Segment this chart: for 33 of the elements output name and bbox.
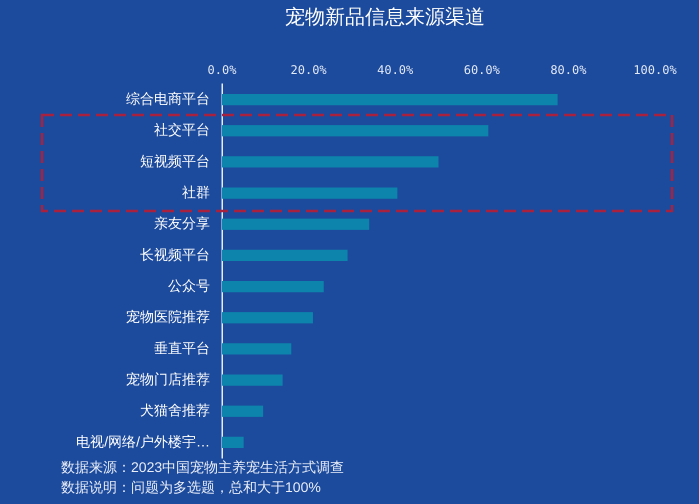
- bar: [222, 250, 348, 262]
- bar: [222, 312, 313, 324]
- x-tick-label: 20.0%: [290, 62, 328, 77]
- y-tick-label: 电视/网络/户外楼宇…: [76, 433, 210, 450]
- bar: [222, 218, 370, 230]
- y-tick-label: 公众号: [168, 277, 210, 294]
- bar: [222, 94, 558, 106]
- y-tick-label: 社群: [182, 184, 210, 200]
- y-tick-label: 社交平台: [154, 122, 210, 138]
- bar: [222, 406, 264, 417]
- bar: [222, 156, 438, 168]
- bar: [222, 343, 292, 355]
- x-tick-label: 100.0%: [633, 62, 678, 77]
- y-tick-label: 长视频平台: [140, 246, 210, 262]
- y-tick-label: 宠物门店推荐: [126, 370, 210, 387]
- chart-title: 宠物新品信息来源渠道: [285, 6, 485, 29]
- bar: [222, 436, 244, 448]
- y-tick-label: 垂直平台: [154, 340, 210, 356]
- bar: [222, 374, 283, 386]
- x-tick-label: 0.0%: [208, 62, 238, 77]
- y-tick-label: 亲友分享: [154, 215, 210, 232]
- y-tick-label: 综合电商平台: [126, 90, 210, 106]
- text: 数据说明：问题为多选题，总和大于100%: [61, 478, 321, 495]
- source-note: 数据来源：2023中国宠物主养宠生活方式调查: [61, 458, 344, 475]
- x-tick-label: 40.0%: [377, 62, 414, 77]
- x-tick-label: 80.0%: [550, 62, 588, 77]
- x-tick-label: 60.0%: [464, 62, 501, 77]
- y-tick-label: 宠物医院推荐: [126, 308, 210, 325]
- bar: [222, 280, 324, 292]
- bar: [222, 187, 398, 199]
- y-tick-label: 犬猫舍推荐: [140, 402, 210, 418]
- bar: [222, 125, 488, 136]
- y-tick-label: 短视频平台: [140, 152, 210, 169]
